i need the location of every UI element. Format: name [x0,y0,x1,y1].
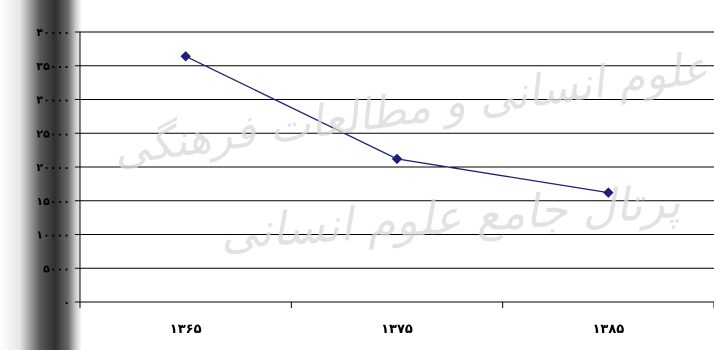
y-tick-label: ۲۵۰۰۰ [36,127,70,140]
y-tick-label: ۱۰۰۰۰ [36,229,70,242]
x-tick-label: ۱۳۶۵ [170,322,202,337]
y-tick-label: ۰ [63,296,70,309]
x-tick-labels: ۱۳۶۵ ۱۳۷۵ ۱۳۸۵ [170,322,624,337]
y-tick-label: ۱۵۰۰۰ [36,195,70,208]
y-tick-label: ۵۰۰۰ [43,262,70,275]
data-point [603,187,614,198]
axes [75,31,714,308]
y-tick-label: ۳۰۰۰۰ [36,94,70,107]
y-tick-labels: ۰ ۵۰۰۰ ۱۰۰۰۰ ۱۵۰۰۰ ۲۰۰۰۰ ۲۵۰۰۰ ۳۰۰۰۰ ۳۵۰۰۰ ۴۰۰۰۰ [36,26,70,309]
x-tick-label: ۱۳۷۵ [381,322,413,337]
y-tick-label: ۳۵۰۰۰ [36,60,70,73]
data-point [180,51,191,62]
series [180,51,614,198]
gridlines [80,31,714,269]
y-tick-label: ۲۰۰۰۰ [36,161,70,174]
y-tick-label: ۴۰۰۰۰ [36,26,70,39]
x-tick-label: ۱۳۸۵ [592,322,624,337]
data-point [391,153,403,165]
